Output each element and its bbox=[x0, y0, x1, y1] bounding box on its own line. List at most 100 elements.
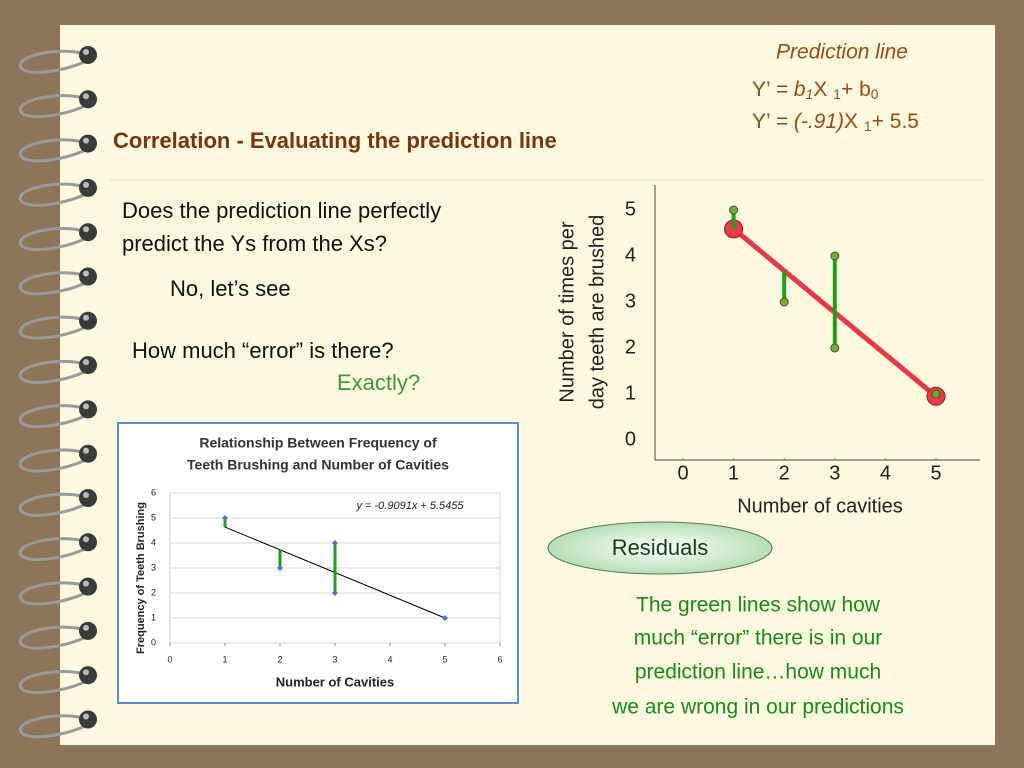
equation: y = -0.9091x + 5.5455 bbox=[355, 500, 464, 512]
point bbox=[222, 515, 228, 521]
x-tick-label: 0 bbox=[167, 654, 172, 664]
ring bbox=[18, 670, 89, 694]
ring-hole bbox=[79, 533, 97, 552]
ring-hole bbox=[79, 178, 97, 197]
x-tick-label: 6 bbox=[497, 654, 502, 664]
ring-hole-shine bbox=[83, 624, 89, 631]
y-tick-label: 3 bbox=[151, 562, 156, 572]
formula-part: = bbox=[776, 110, 794, 133]
ring bbox=[18, 138, 89, 163]
ring-hole bbox=[79, 311, 97, 330]
question: predict the Ys from the Xs? bbox=[122, 231, 387, 256]
error-question: How much “error” is there? bbox=[132, 338, 394, 363]
ring-hole bbox=[79, 666, 97, 685]
x-tick-label: 5 bbox=[930, 462, 941, 484]
question: Does the prediction line perfectly bbox=[122, 198, 441, 223]
formula-part: (-.91) bbox=[794, 110, 844, 133]
ring bbox=[18, 271, 89, 296]
formula-part: 1 bbox=[833, 86, 841, 102]
formula-part: X bbox=[844, 110, 864, 133]
point bbox=[779, 297, 789, 307]
x-tick-label: 2 bbox=[779, 462, 790, 484]
y-tick-label: 5 bbox=[625, 198, 636, 220]
ring-hole-shine bbox=[83, 359, 89, 366]
ring-hole-shine bbox=[83, 536, 89, 543]
formula-part: = bbox=[776, 78, 794, 101]
x-tick-label: 4 bbox=[387, 654, 392, 664]
y-tick-label: 1 bbox=[625, 382, 636, 404]
formula-line: Y’ = b1X 1+ b0 bbox=[752, 78, 879, 102]
ring-hole-shine bbox=[83, 93, 89, 100]
y-tick-label: 4 bbox=[625, 244, 636, 266]
ring bbox=[18, 94, 89, 119]
ring-hole-shine bbox=[83, 314, 89, 321]
ring bbox=[18, 581, 89, 606]
ring bbox=[18, 404, 89, 429]
explanation: The green lines show how bbox=[636, 594, 881, 617]
ring-hole-shine bbox=[83, 492, 89, 498]
formula-part: X bbox=[813, 78, 833, 101]
ring-hole bbox=[79, 444, 97, 463]
point bbox=[332, 540, 338, 546]
y-tick-label: 2 bbox=[151, 587, 156, 597]
x-tick-label: 2 bbox=[277, 654, 282, 664]
ring-hole bbox=[79, 400, 97, 419]
x-axis-label: Number of Cavities bbox=[276, 674, 394, 689]
ring-hole bbox=[79, 46, 97, 64]
explanation: much “error” there is in our bbox=[634, 627, 883, 650]
formula-line: Y’ = (-.91)X 1+ 5.5 bbox=[752, 110, 919, 134]
chart-title: Relationship Between Frequency of bbox=[199, 435, 437, 451]
y-axis-label: day teeth are brushed bbox=[586, 215, 608, 410]
point bbox=[442, 615, 448, 621]
y-tick-label: 5 bbox=[151, 512, 156, 522]
y-tick-label: 4 bbox=[151, 537, 156, 547]
ring bbox=[18, 227, 89, 251]
ring bbox=[18, 492, 89, 517]
ring-hole-shine bbox=[83, 580, 89, 587]
ring bbox=[18, 714, 89, 739]
y-axis-label: Number of times per bbox=[556, 221, 578, 403]
ring-hole bbox=[79, 710, 97, 729]
ring bbox=[18, 315, 89, 340]
ring-hole-shine bbox=[83, 403, 89, 410]
y-tick-label: 2 bbox=[625, 336, 636, 358]
ring-hole-shine bbox=[83, 270, 89, 277]
ring-hole bbox=[79, 489, 97, 507]
y-axis-label: Frequency of Teeth Brushing bbox=[135, 502, 147, 654]
x-axis-label: Number of cavities bbox=[737, 495, 903, 517]
point bbox=[830, 251, 840, 261]
ring-hole bbox=[79, 356, 97, 375]
ring-hole-shine bbox=[83, 669, 89, 676]
ring bbox=[18, 625, 89, 650]
ring-hole-shine bbox=[83, 181, 89, 188]
formula-part: Y’ bbox=[752, 110, 776, 133]
formula-part: 1 bbox=[864, 118, 872, 134]
ring-hole bbox=[79, 90, 97, 109]
residuals-badge bbox=[547, 521, 773, 575]
formula-part: b bbox=[794, 78, 806, 101]
ring-hole-shine bbox=[83, 447, 89, 454]
y-tick-label: 3 bbox=[625, 290, 636, 312]
point bbox=[729, 205, 739, 215]
point bbox=[830, 343, 840, 353]
answer: No, let’s see bbox=[170, 276, 291, 301]
x-tick-label: 3 bbox=[829, 462, 840, 484]
y-tick-label: 6 bbox=[151, 487, 156, 497]
formula-part: Y’ bbox=[752, 78, 776, 101]
x-tick-label: 3 bbox=[332, 654, 337, 664]
chart-title: Teeth Brushing and Number of Cavities bbox=[187, 457, 449, 473]
inset-chart-frame bbox=[117, 422, 519, 704]
formula-part: 0 bbox=[871, 86, 879, 102]
point bbox=[332, 590, 338, 596]
exactly: Exactly? bbox=[337, 370, 420, 395]
ring bbox=[18, 49, 89, 74]
x-tick-label: 4 bbox=[880, 462, 891, 484]
x-tick-label: 5 bbox=[442, 654, 447, 664]
ring-hole bbox=[79, 134, 97, 153]
point bbox=[277, 565, 283, 571]
y-tick-label: 1 bbox=[151, 612, 156, 622]
ring-hole bbox=[79, 223, 97, 242]
y-tick-label: 0 bbox=[151, 637, 156, 647]
